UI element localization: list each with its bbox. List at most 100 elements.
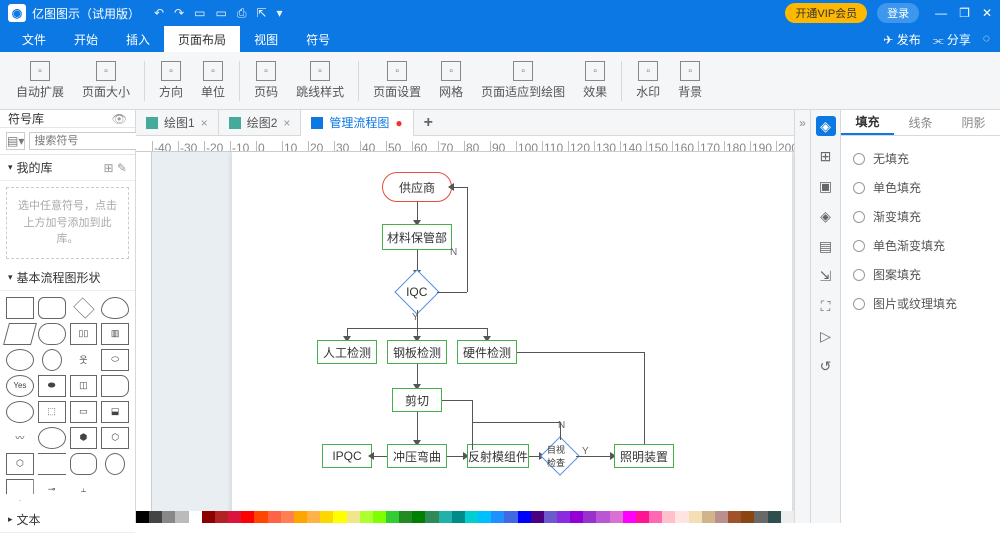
doc-tab[interactable]: 管理流程图● xyxy=(301,110,413,136)
color-swatch[interactable] xyxy=(741,511,754,523)
color-swatch[interactable] xyxy=(202,511,215,523)
color-swatch[interactable] xyxy=(452,511,465,523)
node-ipqc[interactable]: IPQC xyxy=(322,444,372,468)
menu-tab-4[interactable]: 视图 xyxy=(240,26,292,52)
color-swatch[interactable] xyxy=(439,511,452,523)
login-button[interactable]: 登录 xyxy=(877,3,919,23)
color-swatch[interactable] xyxy=(294,511,307,523)
shape-offpage[interactable] xyxy=(6,479,34,501)
play-tool-icon[interactable]: ▷ xyxy=(816,326,836,346)
color-swatch[interactable] xyxy=(623,511,636,523)
shape-round2[interactable] xyxy=(70,453,98,475)
vip-button[interactable]: 开通VIP会员 xyxy=(785,3,867,23)
menu-tab-5[interactable]: 符号 xyxy=(292,26,344,52)
grid-tool-icon[interactable]: ⊞ xyxy=(816,146,836,166)
fill-option[interactable]: 单色渐变填充 xyxy=(853,231,988,260)
ribbon-方向[interactable]: ▫方向 xyxy=(151,59,191,102)
color-swatch[interactable] xyxy=(478,511,491,523)
history-tool-icon[interactable]: ↺ xyxy=(816,356,836,376)
color-swatch[interactable] xyxy=(215,511,228,523)
color-swatch[interactable] xyxy=(386,511,399,523)
color-swatch[interactable] xyxy=(504,511,517,523)
ribbon-效果[interactable]: ▫效果 xyxy=(575,59,615,102)
shape-roundrect[interactable] xyxy=(38,297,66,319)
color-swatch[interactable] xyxy=(465,511,478,523)
color-swatch[interactable] xyxy=(307,511,320,523)
ribbon-跳线样式[interactable]: ▫跳线样式 xyxy=(288,59,352,102)
color-swatch[interactable] xyxy=(162,511,175,523)
color-swatch[interactable] xyxy=(636,511,649,523)
shape-trap2[interactable]: ⬡ xyxy=(101,427,129,449)
color-swatch[interactable] xyxy=(175,511,188,523)
ribbon-页面大小[interactable]: ▫页面大小 xyxy=(74,59,138,102)
open-icon[interactable]: ▭ xyxy=(215,6,226,21)
shape-brace[interactable]: ⫠ xyxy=(70,479,98,501)
shape-tape[interactable]: ⬚ xyxy=(38,401,66,423)
more-icon[interactable]: ▾ xyxy=(277,6,283,21)
minimize-icon[interactable]: — xyxy=(935,6,947,20)
node-manual[interactable]: 人工检测 xyxy=(317,340,377,364)
shape-doc[interactable] xyxy=(101,297,129,319)
redo-icon[interactable]: ↷ xyxy=(174,6,184,21)
page-tool-icon[interactable]: ▤ xyxy=(816,236,836,256)
color-swatch[interactable] xyxy=(518,511,531,523)
node-hw[interactable]: 硬件检测 xyxy=(457,340,517,364)
node-cut[interactable]: 剪切 xyxy=(392,388,442,412)
shape-circle[interactable] xyxy=(42,349,62,371)
canvas[interactable]: 供应商 材料保管部 IQC N Y 人工检测 xyxy=(152,152,794,511)
ribbon-页面适应到绘图[interactable]: ▫页面适应到绘图 xyxy=(473,59,573,102)
shape-connector[interactable] xyxy=(6,401,34,423)
color-swatch[interactable] xyxy=(136,511,149,523)
prop-tab-填充[interactable]: 填充 xyxy=(841,110,894,135)
menu-tab-0[interactable]: 文件 xyxy=(8,26,60,52)
expand-tool-icon[interactable]: ⛶ xyxy=(816,296,836,316)
layer-tool-icon[interactable]: ◈ xyxy=(816,206,836,226)
shape-card[interactable]: ▯▯ xyxy=(70,323,98,345)
color-swatch[interactable] xyxy=(281,511,294,523)
export-icon[interactable]: ⇱ xyxy=(256,6,266,21)
shape-display[interactable]: ▭ xyxy=(70,401,98,423)
fill-option[interactable]: 图片或纹理填充 xyxy=(853,289,988,318)
shape-hex[interactable]: ⬡ xyxy=(6,453,34,475)
color-swatch[interactable] xyxy=(662,511,675,523)
section-basic-shapes[interactable]: ▾基本流程图形状 xyxy=(0,265,135,291)
color-swatch[interactable] xyxy=(649,511,662,523)
ribbon-单位[interactable]: ▫单位 xyxy=(193,59,233,102)
color-swatch[interactable] xyxy=(333,511,346,523)
shape-actor[interactable]: 웃 xyxy=(70,349,98,371)
color-swatch[interactable] xyxy=(675,511,688,523)
ribbon-背景[interactable]: ▫背景 xyxy=(670,59,710,102)
color-swatch[interactable] xyxy=(557,511,570,523)
shape-terminator[interactable] xyxy=(38,323,66,345)
color-swatch[interactable] xyxy=(583,511,596,523)
color-swatch[interactable] xyxy=(241,511,254,523)
fill-option[interactable]: 单色填充 xyxy=(853,173,988,202)
node-reflect[interactable]: 反射模组件 xyxy=(467,444,529,468)
shape-wave[interactable]: 〰 xyxy=(6,427,34,449)
menu-tab-1[interactable]: 开始 xyxy=(60,26,112,52)
add-lib-icon[interactable]: ⊞ ✎ xyxy=(104,161,127,175)
help-icon[interactable]: ◌ xyxy=(983,31,990,48)
shape-rect[interactable] xyxy=(6,297,34,319)
fill-option[interactable]: 渐变填充 xyxy=(853,202,988,231)
color-swatch[interactable] xyxy=(570,511,583,523)
prop-tab-线条[interactable]: 线条 xyxy=(894,110,947,135)
shape-cylinder[interactable]: ⬬ xyxy=(38,375,66,397)
shape-diamond[interactable] xyxy=(73,297,94,318)
shape-storage[interactable]: ◫ xyxy=(70,375,98,397)
color-swatch[interactable] xyxy=(768,511,781,523)
shape-lines[interactable] xyxy=(38,453,66,475)
section-mylib[interactable]: ▾我的库 ⊞ ✎ xyxy=(0,155,135,181)
color-swatch[interactable] xyxy=(728,511,741,523)
shape-delay[interactable] xyxy=(101,375,129,397)
color-swatch[interactable] xyxy=(149,511,162,523)
color-swatch[interactable] xyxy=(781,511,794,523)
color-swatch[interactable] xyxy=(702,511,715,523)
color-swatch[interactable] xyxy=(360,511,373,523)
color-swatch[interactable] xyxy=(268,511,281,523)
image-tool-icon[interactable]: ▣ xyxy=(816,176,836,196)
color-swatch[interactable] xyxy=(596,511,609,523)
shape-circ2[interactable] xyxy=(105,453,125,475)
color-swatch[interactable] xyxy=(399,511,412,523)
shape-empty[interactable] xyxy=(101,479,129,501)
